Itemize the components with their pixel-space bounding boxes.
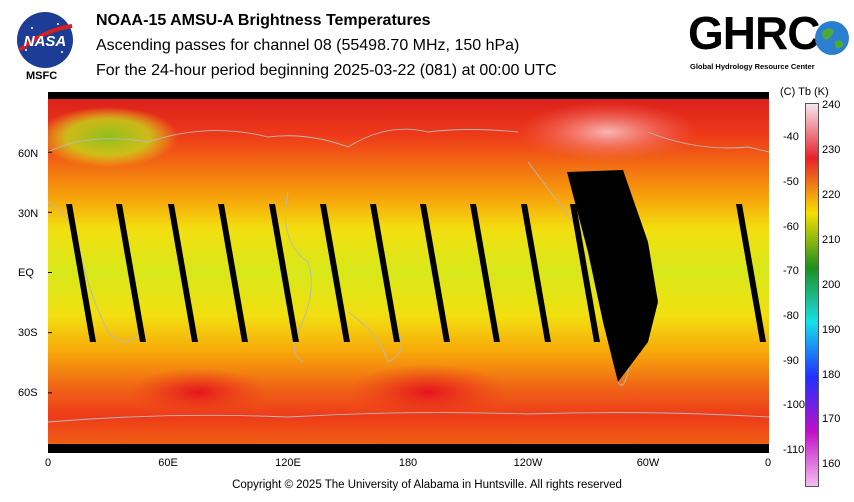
lon-label-60w: 60W (636, 457, 660, 469)
cb-kelvin-tick: 230 (822, 144, 841, 156)
swath-gap (116, 204, 146, 342)
lon-label-0-end: 0 (764, 457, 772, 469)
swath-gap (521, 204, 551, 342)
lat-label-30n: 30N (18, 208, 39, 220)
lat-label-60n: 60N (18, 148, 39, 160)
cb-celsius-tick: -100 (783, 399, 806, 411)
swath-gap (218, 204, 248, 342)
swath-gap (66, 204, 96, 342)
cb-kelvin-tick: 210 (822, 234, 841, 246)
lon-label-120w: 120W (513, 457, 543, 469)
subtitle-period: For the 24-hour period beginning 2025-03… (96, 62, 557, 79)
lat-label-eq: EQ (18, 267, 34, 279)
swath-gap (570, 204, 600, 342)
colorbar-ramp (805, 103, 819, 487)
cb-kelvin-tick: 160 (822, 458, 841, 470)
swath-gap (168, 204, 198, 342)
nasa-wordmark: NASA (24, 33, 67, 50)
swath-gap (269, 204, 299, 342)
lon-label-120e: 120E (275, 457, 301, 469)
swath-gap (470, 204, 500, 342)
cb-celsius-tick: -40 (783, 131, 799, 143)
map-ticks (48, 151, 769, 453)
swath-gap (420, 204, 450, 342)
lon-label-60e: 60E (158, 457, 178, 469)
cb-kelvin-tick: 220 (822, 189, 841, 201)
swath-gap (320, 204, 350, 342)
cb-kelvin-tick: 240 (822, 99, 841, 111)
cb-celsius-tick: -90 (783, 355, 799, 367)
data-gap-region (567, 170, 658, 382)
ghrc-subtitle: Global Hydrology Resource Center (690, 62, 815, 71)
warm-anomaly-south (348, 364, 508, 420)
map-top-border (48, 92, 769, 99)
colorbar-units: (C) Tb (K) (780, 86, 829, 98)
subtitle-channel: Ascending passes for channel 08 (55498.7… (96, 37, 520, 54)
globe-icon (815, 21, 849, 55)
cb-celsius-tick: -80 (783, 310, 799, 322)
cb-celsius-tick: -50 (783, 176, 799, 188)
cb-celsius-tick: -110 (783, 444, 805, 456)
lon-label-180: 180 (398, 457, 418, 469)
colorbar (805, 103, 819, 487)
cb-kelvin-tick: 180 (822, 369, 841, 381)
nasa-msfc-label: MSFC (26, 70, 58, 82)
swath-gaps (66, 170, 766, 382)
cb-celsius-tick: -70 (783, 265, 799, 277)
page-title: NOAA-15 AMSU-A Brightness Temperatures (96, 12, 431, 29)
lat-label-30s: 30S (18, 327, 38, 339)
lon-label-0: 0 (44, 457, 52, 469)
cb-kelvin-tick: 170 (822, 413, 841, 425)
lat-label-60s: 60S (18, 387, 38, 399)
ghrc-wordmark: GHRC (688, 7, 820, 59)
nasa-logo: NASA (17, 12, 73, 68)
warm-anomaly-arctic (518, 102, 698, 162)
coastlines (48, 128, 769, 423)
cb-kelvin-tick: 200 (822, 279, 841, 291)
cb-kelvin-tick: 190 (822, 324, 841, 336)
swath-gap (370, 204, 400, 342)
cold-anomaly-asia (48, 107, 178, 167)
cb-celsius-tick: -60 (783, 221, 799, 233)
warm-anomaly-south-2 (128, 368, 268, 416)
swath-gap (736, 204, 766, 342)
copyright-notice: Copyright © 2025 The University of Alaba… (232, 479, 622, 491)
brightness-map (48, 92, 769, 453)
map-bottom-border (48, 444, 769, 453)
